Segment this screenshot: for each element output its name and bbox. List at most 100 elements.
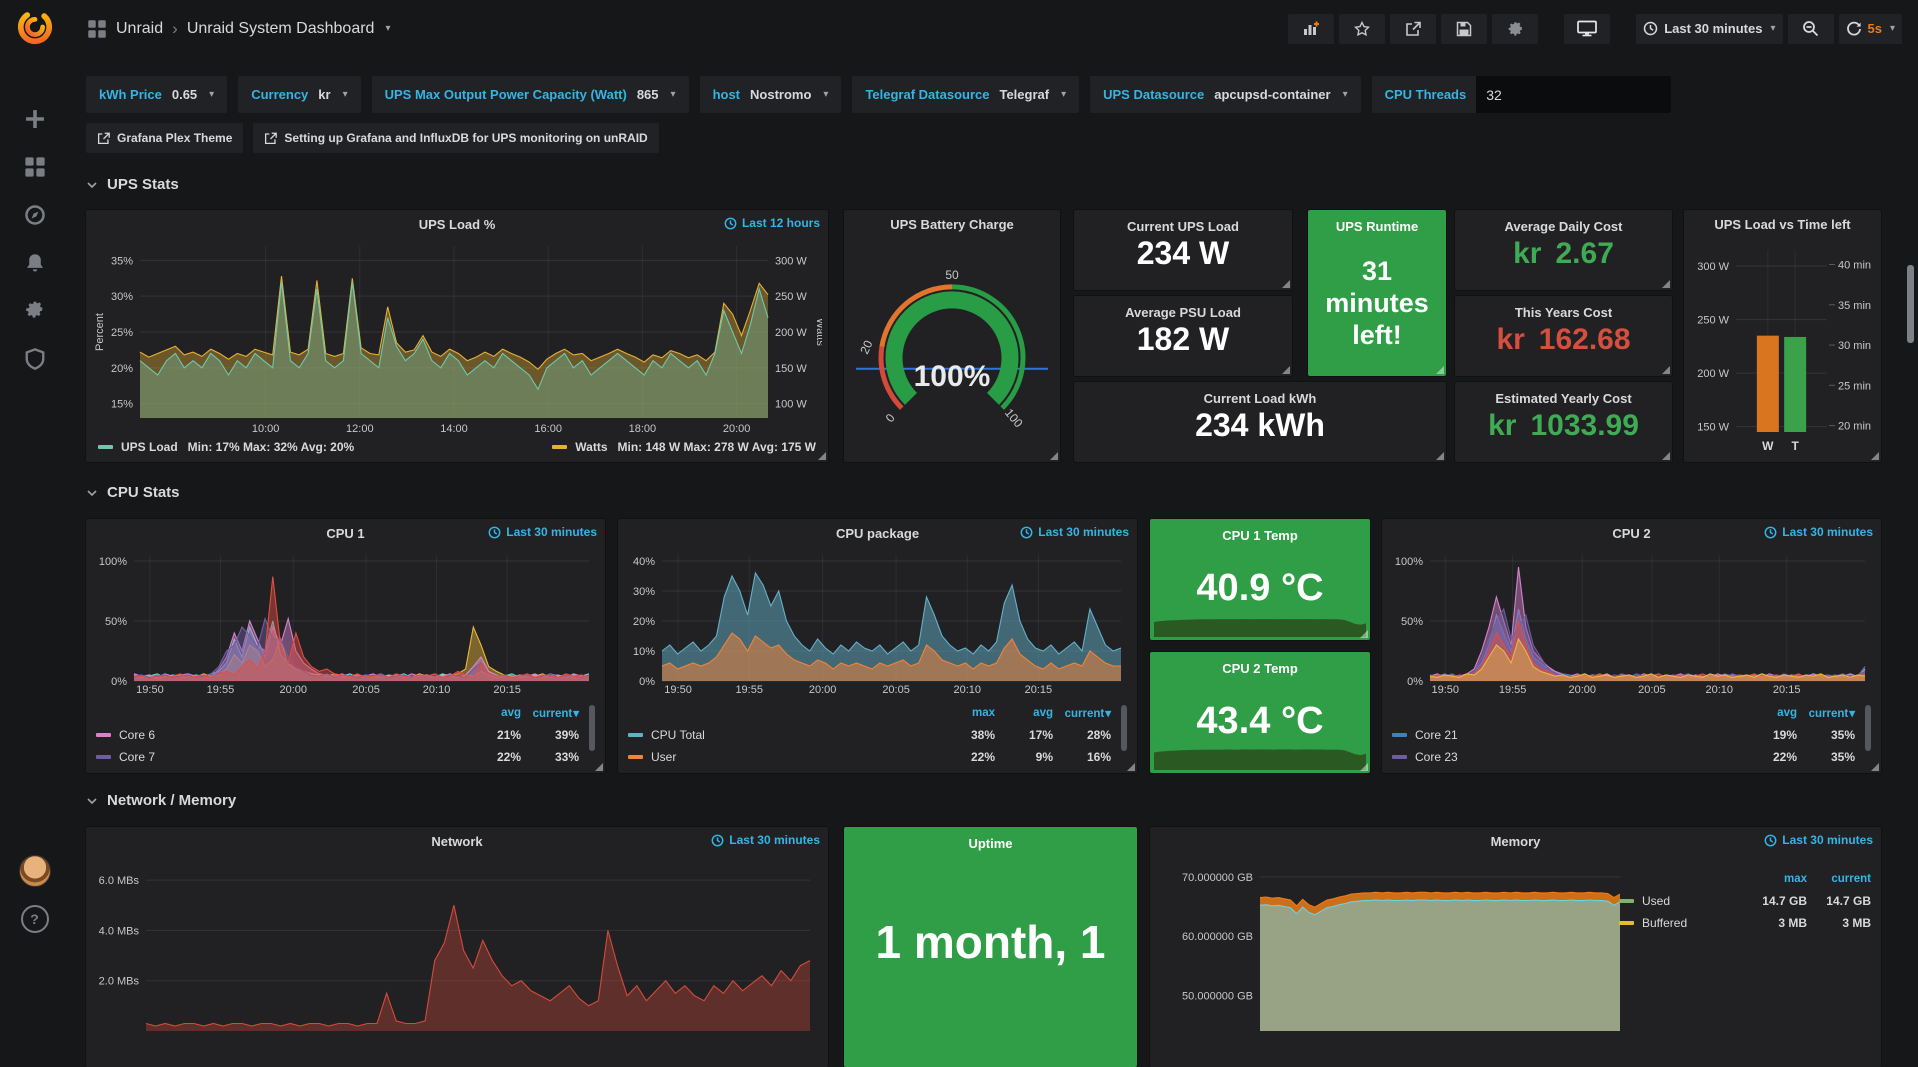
panel-resize-handle[interactable] — [1436, 452, 1444, 460]
panel-resize-handle[interactable] — [1360, 630, 1368, 638]
legend-row: Core 23 22% 35% — [1392, 746, 1873, 767]
panel-resize-handle[interactable] — [818, 452, 826, 460]
panel-time-override[interactable]: Last 30 minutes — [1764, 833, 1873, 847]
sidebar: ? — [0, 0, 69, 947]
alerting-bell-icon[interactable] — [24, 252, 46, 274]
legend-scrollbar[interactable] — [1865, 705, 1871, 751]
legend-scrollbar[interactable] — [589, 705, 595, 751]
svg-text:12:00: 12:00 — [346, 423, 374, 435]
panel-time-override[interactable]: Last 30 minutes — [1020, 525, 1129, 539]
variable-kwh-price[interactable]: kWh Price 0.65 ▾ — [86, 76, 228, 113]
svg-text:20:00: 20:00 — [723, 423, 751, 435]
cpu1-chart[interactable]: 19:50 19:55 20:00 20:05 20:10 20:15 0% 50% 100% — [92, 547, 599, 697]
legend-scrollbar[interactable] — [1121, 705, 1127, 751]
page-title[interactable]: Unraid System Dashboard — [186, 19, 375, 37]
svg-text:40 min: 40 min — [1838, 259, 1871, 271]
variable-ups-max-output[interactable]: UPS Max Output Power Capacity (Watt) 865… — [371, 76, 689, 113]
panel-resize-handle[interactable] — [1662, 366, 1670, 374]
page-scrollbar[interactable] — [1907, 265, 1914, 343]
cpu-threads-input[interactable]: 32 — [1476, 76, 1672, 113]
panel-title[interactable]: Memory — [1490, 833, 1541, 849]
cpu2-chart[interactable]: 19:50 19:55 20:00 20:05 20:10 20:15 0% 50% 100% — [1388, 547, 1875, 697]
svg-text:100%: 100% — [1395, 556, 1423, 568]
network-chart[interactable]: 2.0 MBs 4.0 MBs 6.0 MBs — [92, 857, 822, 1047]
refresh-picker[interactable]: 5s ▾ — [1838, 13, 1902, 44]
add-icon[interactable] — [24, 108, 46, 130]
panel-time-override[interactable]: Last 12 hours — [724, 216, 820, 230]
svg-text:19:50: 19:50 — [136, 684, 164, 696]
panel-time-override[interactable]: Last 30 minutes — [1764, 525, 1873, 539]
refresh-icon — [1846, 21, 1861, 35]
series-toggle[interactable]: UPS Load — [121, 440, 178, 454]
server-admin-shield-icon[interactable] — [24, 348, 46, 370]
series-toggle[interactable]: Watts — [575, 440, 608, 454]
panel-cpu-package: CPU package Last 30 minutes 19:50 19:55 20… — [618, 519, 1137, 773]
cpu2-temp-sparkline — [1154, 732, 1366, 770]
configuration-gear-icon[interactable] — [24, 300, 46, 322]
top-navbar: Unraid › Unraid System Dashboard ▾ Last … — [69, 0, 1918, 57]
grafana-logo[interactable] — [16, 8, 54, 46]
panel-resize-handle[interactable] — [1662, 452, 1670, 460]
panel-title[interactable]: UPS Battery Charge — [890, 216, 1014, 232]
battery-gauge: 0 20 50 100 100% — [850, 238, 1054, 456]
svg-text:20:10: 20:10 — [953, 684, 981, 696]
svg-text:30%: 30% — [633, 586, 655, 598]
cpu-package-chart[interactable]: 19:50 19:55 20:00 20:05 20:10 20:15 0% 10% 20% 30… — [624, 547, 1131, 697]
ups-load-chart[interactable]: 10:00 12:00 14:00 16:00 18:00 20:00 15% 20% 25% 3… — [92, 238, 822, 436]
chevron-down-icon[interactable]: ▾ — [385, 23, 391, 34]
panel-title[interactable]: UPS Load % — [418, 216, 496, 232]
panel-resize-handle[interactable] — [1360, 763, 1368, 771]
cycle-view-mode-button[interactable] — [1564, 13, 1611, 44]
panel-time-override[interactable]: Last 30 minutes — [711, 833, 820, 847]
time-range-picker[interactable]: Last 30 minutes ▾ — [1636, 13, 1783, 44]
variable-currency[interactable]: Currency kr ▾ — [238, 76, 361, 113]
zoom-out-time-button[interactable] — [1787, 13, 1834, 44]
share-dashboard-button[interactable] — [1390, 13, 1437, 44]
panel-resize-handle[interactable] — [595, 763, 603, 771]
panel-title[interactable]: CPU 2 — [1612, 525, 1651, 541]
dashboard-settings-button[interactable] — [1492, 13, 1539, 44]
star-dashboard-button[interactable] — [1339, 13, 1386, 44]
breadcrumb-app[interactable]: Unraid — [116, 19, 164, 37]
breadcrumb[interactable]: Unraid › Unraid System Dashboard ▾ — [87, 19, 390, 39]
panel-resize-handle[interactable] — [1050, 452, 1058, 460]
section-ups-stats[interactable]: UPS Stats — [86, 176, 179, 193]
panel-resize-handle[interactable] — [1436, 366, 1444, 374]
variable-host[interactable]: host Nostromo ▾ — [699, 76, 842, 113]
panel-title[interactable]: CPU package — [835, 525, 920, 541]
stat-value: 1 month, 1 — [875, 916, 1106, 968]
ups-load-legend: UPS Load Min: 17% Max: 32% Avg: 20% Watt… — [98, 437, 816, 457]
help-icon[interactable]: ? — [20, 905, 49, 933]
section-network-memory[interactable]: Network / Memory — [86, 792, 236, 809]
dashboard-links: Grafana Plex Theme Setting up Grafana an… — [86, 123, 659, 153]
panel-title[interactable]: Network — [431, 833, 483, 849]
variable-ups-datasource[interactable]: UPS Datasource apcupsd-container ▾ — [1090, 76, 1361, 113]
link-grafana-plex-theme[interactable]: Grafana Plex Theme — [86, 123, 244, 153]
panel-resize-handle[interactable] — [1282, 280, 1290, 288]
panel-title[interactable]: UPS Load vs Time left — [1714, 216, 1851, 232]
link-ups-monitoring-guide[interactable]: Setting up Grafana and InfluxDB for UPS … — [253, 123, 659, 153]
svg-text:20:05: 20:05 — [882, 684, 910, 696]
explore-compass-icon[interactable] — [24, 204, 46, 226]
variable-telegraf-datasource[interactable]: Telegraf Datasource Telegraf ▾ — [852, 76, 1080, 113]
stat-value: kr 1033.99 — [1488, 409, 1639, 443]
panel-title[interactable]: CPU 1 — [326, 525, 365, 541]
svg-text:60.000000 GB: 60.000000 GB — [1182, 931, 1253, 943]
ups-load-vs-time-chart[interactable]: 150 W 200 W 250 W 300 W 20 min 25 min 30 min 35… — [1690, 238, 1875, 456]
panel-resize-handle[interactable] — [1662, 280, 1670, 288]
section-cpu-stats[interactable]: CPU Stats — [86, 484, 180, 501]
svg-text:20:15: 20:15 — [493, 684, 521, 696]
panel-resize-handle[interactable] — [1127, 763, 1135, 771]
panel-memory: Memory Last 30 minutes 50.000000 GB 60.00… — [1150, 827, 1881, 1067]
panel-resize-handle[interactable] — [1871, 763, 1879, 771]
panel-resize-handle[interactable] — [1871, 452, 1879, 460]
user-avatar[interactable] — [18, 855, 51, 887]
refresh-interval-label: 5s — [1867, 21, 1882, 36]
panel-resize-handle[interactable] — [1282, 366, 1290, 374]
dashboards-icon[interactable] — [24, 156, 46, 178]
panel-time-override[interactable]: Last 30 minutes — [488, 525, 597, 539]
add-panel-button[interactable] — [1288, 13, 1335, 44]
save-dashboard-button[interactable] — [1441, 13, 1488, 44]
